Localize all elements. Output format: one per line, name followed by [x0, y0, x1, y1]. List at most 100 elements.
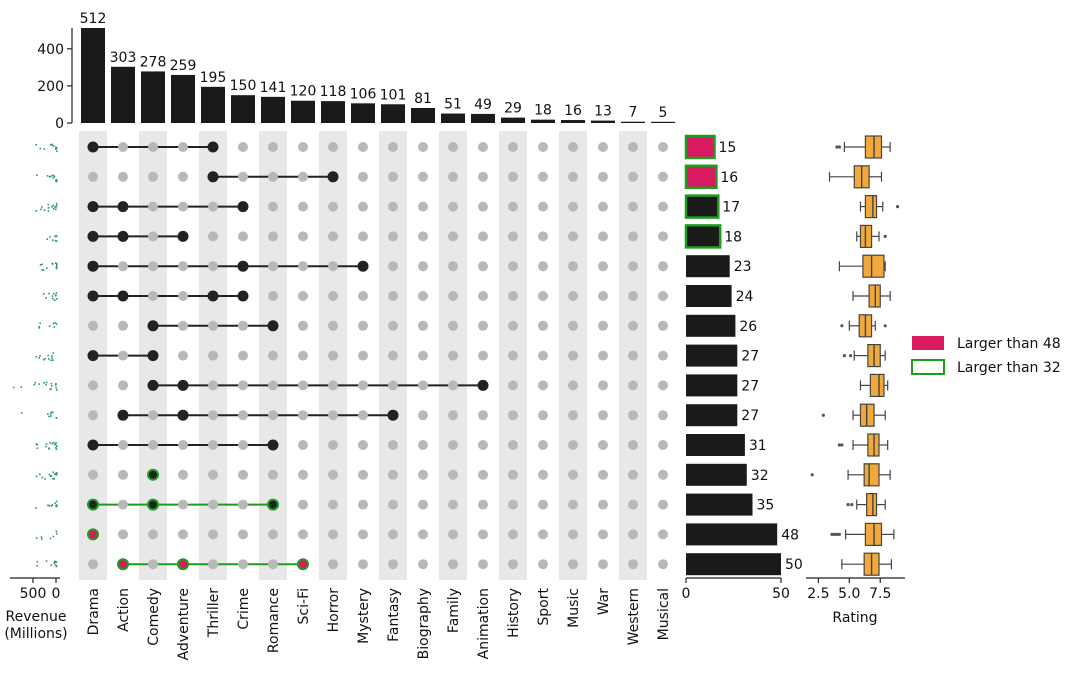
genre-label-mystery: Mystery	[356, 588, 372, 644]
revenue-point	[49, 442, 51, 444]
matrix-dot-inactive	[628, 171, 638, 182]
matrix-dot-inactive	[478, 231, 488, 242]
rating-box	[869, 373, 885, 397]
genre-label-musical: Musical	[656, 588, 672, 640]
matrix-dot-inactive	[268, 350, 278, 361]
matrix-dot-inactive	[148, 171, 158, 182]
revenue-point	[53, 478, 56, 480]
rating-box	[863, 463, 880, 487]
intersection-bar-value: 32	[751, 468, 769, 484]
revenue-point	[55, 473, 58, 476]
matrix-dot-inactive	[298, 291, 308, 301]
revenue-point	[52, 177, 55, 179]
matrix-dot-inactive	[448, 440, 458, 450]
matrix-dot-inactive	[568, 201, 578, 212]
revenue-point	[48, 504, 51, 507]
matrix-dot-inactive	[658, 350, 668, 361]
matrix-dot-active	[87, 230, 99, 242]
matrix-dot-inactive	[88, 410, 98, 421]
revenue-point	[48, 415, 50, 418]
matrix-dot-inactive	[538, 201, 548, 212]
matrix-dot-inactive	[418, 291, 428, 301]
matrix-dot-inactive	[358, 320, 368, 331]
genre-bar-crime	[231, 95, 255, 123]
revenue-point	[41, 206, 43, 208]
revenue-point	[55, 298, 58, 300]
genre-axis-tick-label: 0	[55, 116, 64, 132]
intersection-bar-value: 16	[720, 170, 738, 186]
matrix-dot-inactive	[298, 499, 308, 510]
matrix-dot-inactive	[448, 231, 458, 242]
intersection-bar-value: 18	[724, 229, 742, 245]
matrix-dot-inactive	[328, 559, 338, 570]
genre-label-sport: Sport	[536, 587, 552, 625]
matrix-dot-inactive	[598, 291, 608, 301]
intersection-bar-value: 15	[719, 140, 737, 156]
revenue-point	[34, 381, 37, 384]
matrix-dot-inactive	[658, 410, 668, 421]
matrix-dot-inactive	[598, 469, 608, 480]
matrix-dot-inactive	[508, 380, 518, 391]
genre-bar-value: 101	[380, 87, 407, 103]
revenue-point	[35, 210, 38, 212]
matrix-dot-active	[207, 171, 219, 183]
matrix-dot-active	[117, 201, 129, 213]
matrix-dot-inactive	[568, 559, 578, 570]
matrix-dot-active	[267, 439, 279, 451]
revenue-point	[55, 565, 58, 568]
revenue-point	[52, 322, 55, 325]
revenue-point	[55, 147, 58, 150]
matrix-dot-inactive	[448, 320, 458, 331]
revenue-point	[55, 323, 58, 325]
revenue-point	[42, 269, 45, 271]
genre-bar-history	[501, 117, 525, 123]
revenue-point	[55, 384, 57, 386]
matrix-dot-inactive	[658, 171, 668, 182]
revenue-point	[54, 472, 57, 475]
matrix-dot-active	[267, 320, 279, 332]
rating-box	[866, 493, 878, 517]
revenue-point	[55, 417, 58, 419]
matrix-dot-inactive	[388, 529, 398, 540]
revenue-point	[39, 354, 41, 357]
genre-bar-value: 13	[594, 104, 612, 120]
revenue-point	[55, 266, 58, 268]
matrix-dot-inactive	[208, 440, 218, 450]
rating-outlier	[840, 324, 844, 328]
matrix-dot-inactive	[328, 499, 338, 510]
matrix-dot-inactive	[418, 440, 428, 450]
rating-outlier	[837, 443, 842, 447]
intersection-bar	[684, 194, 720, 219]
revenue-point	[55, 448, 58, 450]
matrix-dot-inactive	[238, 559, 248, 570]
revenue-point	[47, 413, 49, 415]
matrix-dot-inactive	[418, 410, 428, 421]
matrix-dot-inactive	[448, 291, 458, 301]
matrix-dot-active	[357, 260, 369, 272]
matrix-dot-inactive	[238, 142, 248, 152]
matrix-dot-inactive	[418, 320, 428, 331]
revenue-point	[54, 206, 56, 208]
matrix-dot-inactive	[478, 142, 488, 152]
matrix-dot-inactive	[178, 440, 188, 450]
revenue-axis-label: (Millions)	[4, 626, 67, 642]
revenue-point	[35, 475, 38, 478]
revenue-point	[55, 262, 58, 265]
matrix-dot-inactive	[148, 142, 158, 152]
matrix-dot-inactive	[418, 261, 428, 272]
revenue-point	[55, 235, 58, 237]
matrix-dot-inactive	[268, 380, 278, 391]
rating-outlier	[832, 532, 837, 537]
rating-outlier	[848, 354, 853, 358]
matrix-dot-inactive	[418, 171, 428, 182]
revenue-point	[55, 202, 58, 205]
revenue-point	[50, 359, 52, 362]
revenue-point	[47, 358, 50, 360]
revenue-point	[51, 262, 54, 265]
matrix-dot-inactive	[328, 380, 338, 391]
matrix-dot-inactive	[388, 380, 398, 391]
matrix-dot-inactive	[418, 201, 428, 212]
revenue-point	[50, 475, 53, 477]
genre-label-romance: Romance	[266, 588, 282, 653]
matrix-dot-inactive	[598, 261, 608, 272]
